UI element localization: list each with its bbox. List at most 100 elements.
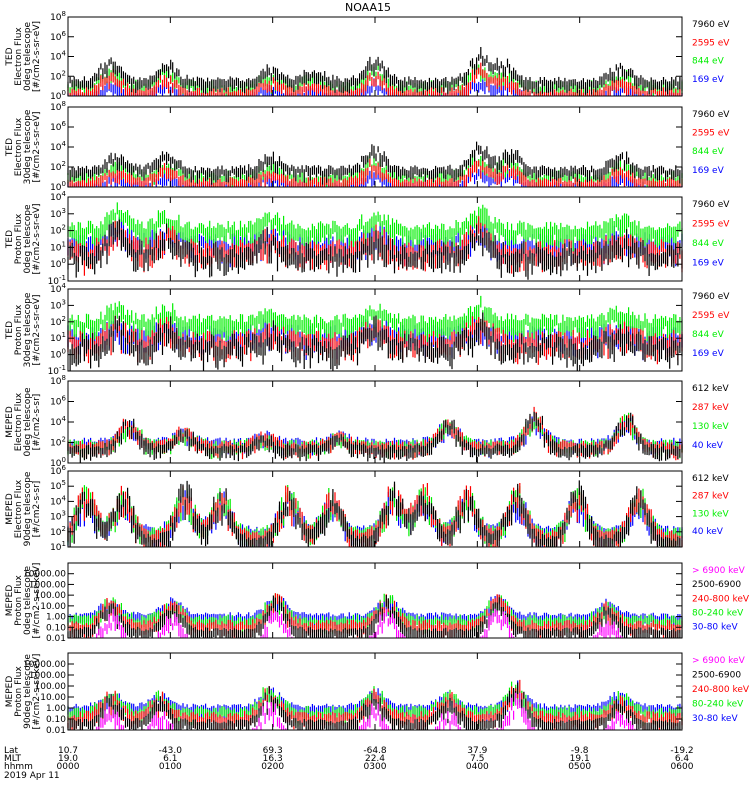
legend-entry: 169 eV	[692, 259, 725, 269]
legend-entry: 169 eV	[692, 75, 725, 85]
y-tick-label: 104	[50, 140, 66, 153]
y-axis-label: MEPEDElectron Flux0deg telescope[#/cm2-s…	[5, 387, 42, 457]
y-tick-label: 100.00	[35, 682, 67, 692]
y-tick-label: 104	[50, 494, 66, 507]
legend-entry: 287 keV	[692, 492, 729, 502]
legend-entry: 7960 eV	[692, 200, 730, 210]
y-tick-label: 100.00	[35, 591, 67, 601]
y-tick-label: 103	[50, 298, 66, 311]
y-axis-label: TEDElectron Flux0deg telescope[#/cm2-s-s…	[5, 21, 42, 92]
legend-entry: 169 eV	[692, 349, 725, 359]
legend-entry: 7960 eV	[692, 110, 730, 120]
x-tick-label: 22.4	[365, 754, 385, 764]
y-tick-label: 108	[50, 10, 66, 23]
x-tick-label: 6.1	[163, 754, 177, 764]
y-tick-label: 106	[50, 120, 66, 133]
y-axis-label: TEDProton Flux30deg telescope[#/cm2-s-sr…	[5, 292, 42, 367]
x-tick-label: 0300	[364, 762, 387, 772]
legend-entry: 40 keV	[692, 527, 724, 537]
x-row-label: MLT	[4, 754, 22, 764]
y-tick-label: 103	[50, 207, 66, 220]
y-tick-label: 106	[50, 30, 66, 43]
x-tick-label: 0500	[568, 762, 591, 772]
y-axis-label: MEPEDProton Flux0deg telescope[#/cm2-s-s…	[5, 563, 42, 639]
legend-entry: 7960 eV	[692, 292, 730, 302]
legend-entry: 40 keV	[692, 441, 724, 451]
x-tick-label: 0200	[261, 762, 284, 772]
series-trace-1	[67, 411, 683, 463]
series-trace-1	[67, 141, 683, 185]
y-tick-label: 0.01	[46, 726, 66, 736]
x-tick-label: 10.7	[58, 746, 78, 756]
legend-entry: 2500-6900	[692, 671, 741, 681]
y-tick-label: 1.00	[46, 613, 66, 623]
x-tick-label: -43.0	[159, 746, 183, 756]
y-tick-label: 106	[50, 395, 66, 408]
x-row-label: Lat	[4, 746, 19, 756]
panel-7: 0.010.101.0010.00100.001000.0010000.00ME…	[5, 562, 750, 644]
y-tick-label: 1000.00	[29, 671, 66, 681]
x-tick-label: -9.8	[571, 746, 589, 756]
legend-entry: 240-800 keV	[692, 685, 750, 695]
x-tick-label: 0100	[159, 762, 182, 772]
y-tick-label: 102	[50, 224, 66, 237]
y-tick-label: 10.00	[40, 602, 66, 612]
legend-entry: 612 keV	[692, 474, 729, 484]
legend-entry: 2500-6900	[692, 580, 741, 590]
series-trace-1	[67, 480, 683, 547]
x-tick-label: 69.3	[263, 746, 283, 756]
y-tick-label: 0.10	[46, 623, 66, 633]
y-tick-label: 10000.00	[23, 570, 66, 580]
legend-entry: > 6900 keV	[692, 656, 746, 666]
legend-entry: 2595 eV	[692, 311, 730, 321]
x-tick-label: 0000	[57, 762, 80, 772]
y-tick-label: 1.00	[46, 704, 66, 714]
y-axis-label: TEDProton Flux0deg telescope[#/cm2-s-sr-…	[5, 204, 42, 275]
y-tick-label: 101	[50, 240, 66, 253]
panels-group: 100 102 104 106 108 TEDElectron Flux0deg tele…	[5, 10, 750, 736]
legend-entry: 844 eV	[692, 330, 725, 340]
y-tick-label: 105	[50, 479, 66, 492]
series-trace-1	[96, 608, 626, 638]
legend-entry: 844 eV	[692, 239, 725, 249]
y-axis-label: MEPEDElectron Flux90deg telescope[#/cm2-…	[5, 471, 42, 546]
legend-entry: 80-240 keV	[692, 608, 744, 618]
legend-entry: 240-800 keV	[692, 594, 750, 604]
series-trace-1	[96, 692, 636, 730]
y-tick-label: 10000.00	[23, 660, 66, 670]
legend-entry: 2595 eV	[692, 129, 730, 139]
y-axis-label: TEDElectron Flux30deg telescope[#/cm2-s-…	[5, 109, 42, 184]
legend-entry: 30-80 keV	[692, 714, 738, 724]
legend-entry: 169 eV	[692, 166, 725, 176]
legend-entry: 287 keV	[692, 403, 729, 413]
y-tick-label: 100	[50, 257, 66, 270]
legend-entry: 2595 eV	[692, 38, 730, 48]
y-tick-label: 102	[50, 160, 66, 173]
date-label: 2019 Apr 11	[4, 771, 60, 781]
legend-entry: 30-80 keV	[692, 623, 738, 633]
y-tick-label: 0.10	[46, 715, 66, 725]
y-tick-label: 102	[50, 525, 66, 538]
legend-entry: 2595 eV	[692, 220, 730, 230]
panel-8: 0.010.101.0010.00100.001000.0010000.00ME…	[5, 652, 750, 736]
x-tick-label: 19.1	[570, 754, 590, 764]
x-tick-label: -64.8	[363, 746, 387, 756]
legend-entry: > 6900 keV	[692, 566, 746, 576]
y-tick-label: 102	[50, 436, 66, 449]
x-tick-label: 16.3	[263, 754, 283, 764]
legend-entry: 80-240 keV	[692, 700, 744, 710]
x-tick-label: 6.4	[675, 754, 690, 764]
legend-entry: 844 eV	[692, 147, 725, 157]
y-tick-label: 102	[50, 315, 66, 328]
y-tick-label: 104	[50, 50, 66, 63]
legend-entry: 844 eV	[692, 57, 725, 67]
y-tick-label: 101	[50, 331, 66, 344]
x-tick-label: 19.0	[58, 754, 78, 764]
legend-entry: 130 keV	[692, 509, 729, 519]
x-tick-label: 37.9	[467, 746, 487, 756]
